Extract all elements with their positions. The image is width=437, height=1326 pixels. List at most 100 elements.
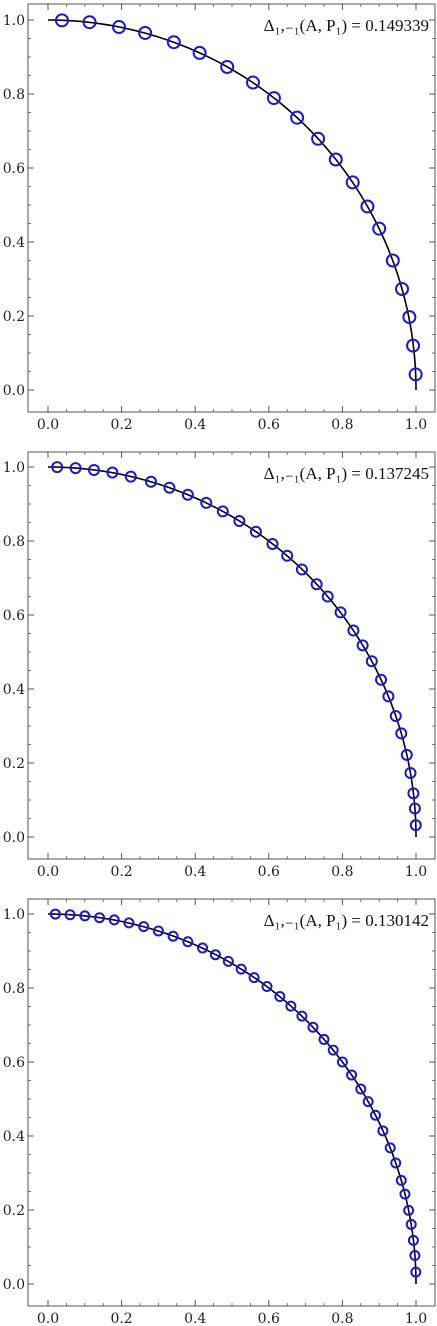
y-tick-label: 0.0: [3, 830, 25, 846]
y-tick-label: 0.8: [3, 534, 25, 550]
data-point: [197, 942, 209, 954]
x-tick-label: 1.0: [405, 864, 427, 880]
data-point: [106, 466, 119, 479]
y-tick-label: 1.0: [3, 907, 25, 923]
y-tick-label: 0.4: [3, 682, 25, 698]
data-point: [192, 45, 207, 60]
data-point: [112, 20, 127, 35]
data-point: [395, 1174, 407, 1186]
data-point: [390, 1157, 402, 1169]
data-point: [410, 1266, 422, 1278]
data-point: [336, 1056, 348, 1068]
data-point: [355, 1083, 367, 1095]
data-point: [409, 1250, 421, 1262]
x-tick-label: 0.8: [331, 864, 353, 880]
y-tick-label: 1.0: [3, 13, 25, 29]
data-point: [395, 727, 408, 740]
data-point: [79, 910, 91, 922]
data-point: [403, 1204, 415, 1216]
data-point: [385, 253, 400, 268]
y-tick-label: 1.0: [3, 460, 25, 476]
x-tick-label: 1.0: [405, 1311, 427, 1326]
y-tick-label: 0.6: [3, 161, 25, 177]
data-point: [166, 35, 181, 50]
data-point: [64, 909, 76, 921]
data-point: [274, 991, 286, 1003]
data-point: [124, 470, 137, 483]
data-point: [261, 981, 273, 993]
x-tick-label: 0.6: [258, 1311, 280, 1326]
data-point: [345, 175, 360, 190]
data-point: [82, 15, 97, 30]
data-point: [296, 1010, 308, 1022]
x-tick-label: 0.6: [258, 417, 280, 433]
data-point: [377, 1125, 389, 1137]
data-point: [145, 475, 158, 488]
data-point: [395, 281, 410, 296]
data-point: [163, 481, 176, 494]
chart-panel-2: 0.0 0.2 0.4 0.6 0.8 1.0 0.0 0.2 0.4 0.6 0.8 1.0 Δ₁,₋…: [3, 451, 436, 880]
y-tick-label: 0.8: [3, 981, 25, 997]
y-tick-label: 0.4: [3, 1129, 25, 1145]
data-point: [311, 131, 326, 146]
data-point: [405, 1218, 417, 1230]
data-point: [216, 505, 229, 518]
data-point: [222, 955, 234, 967]
plot-frame: [27, 451, 436, 860]
y-tick-label: 0.6: [3, 1055, 25, 1071]
data-point: [182, 936, 194, 948]
data-point: [51, 461, 64, 474]
y-tick-label: 0.4: [3, 235, 25, 251]
data-point: [235, 963, 247, 975]
data-point: [318, 1033, 330, 1045]
plot-frame: [27, 898, 436, 1307]
x-tick-label: 0.2: [110, 417, 132, 433]
y-tick-label: 0.0: [3, 383, 25, 399]
data-point: [152, 925, 164, 937]
x-tick-label: 0.0: [37, 417, 59, 433]
data-point: [407, 787, 420, 800]
x-tick-label: 0.0: [37, 1311, 59, 1326]
x-tick-label: 0.4: [184, 417, 206, 433]
data-point: [138, 921, 150, 933]
data-point: [402, 310, 417, 325]
data-point: [408, 367, 423, 382]
x-tick-label: 0.2: [110, 1311, 132, 1326]
data-point: [310, 578, 323, 591]
data-point: [375, 673, 388, 686]
data-point: [49, 908, 61, 920]
data-point: [407, 1234, 419, 1246]
data-point: [88, 463, 100, 476]
data-point: [245, 75, 260, 90]
data-point: [295, 563, 308, 576]
data-point: [389, 710, 402, 723]
data-point: [384, 1142, 396, 1154]
x-tick-label: 0.2: [110, 864, 132, 880]
delta-annotation: Δ₁,₋₁(A, P₁) = 0.137245: [264, 464, 429, 483]
data-point: [167, 930, 179, 942]
data-point: [249, 525, 262, 538]
data-point: [399, 1188, 411, 1200]
data-point: [138, 25, 153, 40]
fit-curve: [47, 913, 417, 1285]
data-point: [346, 1069, 358, 1081]
plot-frame: [27, 3, 436, 413]
data-point: [360, 199, 375, 214]
data-point: [285, 1000, 297, 1012]
data-point: [69, 462, 82, 475]
y-tick-label: 0.0: [3, 1277, 25, 1293]
x-tick-label: 1.0: [405, 417, 427, 433]
data-point: [328, 152, 343, 167]
data-point: [290, 110, 305, 125]
data-point: [108, 914, 120, 926]
x-tick-label: 0.0: [37, 864, 59, 880]
data-point: [372, 221, 387, 236]
data-point: [123, 917, 135, 929]
y-tick-label: 0.2: [3, 1203, 25, 1219]
y-tick-label: 0.8: [3, 87, 25, 103]
data-point: [408, 802, 421, 815]
data-point: [321, 590, 334, 603]
data-point: [200, 496, 213, 509]
data-point: [266, 91, 281, 106]
